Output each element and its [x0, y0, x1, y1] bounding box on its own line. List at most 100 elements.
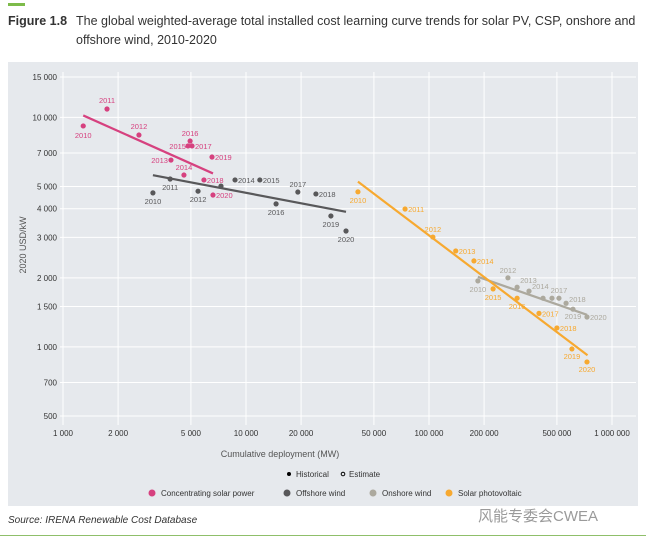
offshore-wind-point-label: 2014: [238, 176, 255, 185]
onshore-wind-point: [514, 284, 520, 290]
legend-swatch-icon: [369, 489, 377, 497]
concentrating-solar-power-point-label: 2010: [75, 131, 92, 140]
onshore-wind-point: [505, 275, 511, 281]
solar-photovoltaic-point-label: 2014: [477, 257, 494, 266]
legend-historical: Historical: [296, 470, 329, 479]
y-tick-label: 15 000: [33, 73, 58, 82]
y-tick-label: 2 000: [37, 274, 58, 283]
y-tick-label: 3 000: [37, 233, 58, 242]
x-tick-label: 100 000: [415, 429, 444, 438]
y-tick-label: 1 500: [37, 303, 58, 312]
offshore-wind-point-label: 2018: [319, 190, 336, 199]
onshore-wind-point-label: 2019: [565, 312, 582, 321]
offshore-wind-point-label: 2016: [268, 208, 285, 217]
onshore-wind-point: [549, 295, 555, 301]
onshore-wind-point-label: 2020: [590, 313, 607, 322]
offshore-wind-point: [343, 228, 349, 234]
solar-photovoltaic-point: [554, 325, 560, 331]
offshore-wind-point: [167, 176, 173, 182]
x-axis-label: Cumulative deployment (MW): [221, 449, 340, 459]
offshore-wind-point-label: 2012: [190, 195, 207, 204]
concentrating-solar-power-point-label: 2013: [151, 156, 168, 165]
y-tick-label: 5 000: [37, 183, 58, 192]
estimate-marker-icon: [340, 471, 346, 477]
offshore-wind-point-label: 2010: [145, 197, 162, 206]
concentrating-solar-power-point: [209, 154, 215, 160]
concentrating-solar-power-point-label: 2019: [215, 153, 232, 162]
offshore-wind-point-label: 2019: [323, 220, 340, 229]
concentrating-solar-power-trendline: [82, 114, 214, 175]
concentrating-solar-power-point-label: 2020: [216, 191, 233, 200]
onshore-wind-trendline: [477, 275, 588, 316]
solar-photovoltaic-point: [402, 206, 408, 212]
offshore-wind-point: [195, 188, 201, 194]
solar-photovoltaic-point: [490, 286, 496, 292]
figure-title-text: The global weighted-average total instal…: [76, 14, 636, 47]
legend-item: Offshore wind: [296, 489, 345, 498]
concentrating-solar-power-point-label: 2016: [182, 129, 199, 138]
concentrating-solar-power-point: [185, 143, 191, 149]
y-tick-label: 7 000: [37, 149, 58, 158]
onshore-wind-point-label: 2018: [569, 295, 586, 304]
x-tick-label: 5 000: [181, 429, 202, 438]
offshore-wind-point: [232, 177, 238, 183]
offshore-wind-point-label: 2011: [162, 183, 178, 192]
solar-photovoltaic-point: [514, 295, 520, 301]
concentrating-solar-power-point-label: 2014: [176, 163, 193, 172]
legend-item: Solar photovoltaic: [458, 489, 522, 498]
onshore-wind-point: [556, 295, 562, 301]
solar-photovoltaic-point: [584, 359, 590, 365]
offshore-wind-point: [257, 177, 263, 183]
onshore-wind-point-label: 2013: [520, 276, 537, 285]
solar-photovoltaic-point: [536, 310, 542, 316]
concentrating-solar-power-point: [136, 132, 142, 138]
solar-photovoltaic-point-label: 2012: [425, 225, 442, 234]
chart-panel: [8, 62, 638, 506]
solar-photovoltaic-trendline: [357, 180, 589, 357]
offshore-wind-point-label: 2017: [290, 180, 307, 189]
bottom-rule: [0, 535, 646, 536]
historical-marker-icon: [287, 472, 291, 476]
legend-swatch-icon: [283, 489, 291, 497]
accent-bar: [8, 3, 25, 6]
concentrating-solar-power-point-label: 2012: [131, 122, 148, 131]
solar-photovoltaic-point-label: 2017: [542, 309, 559, 318]
x-tick-label: 1 000 000: [594, 429, 630, 438]
solar-photovoltaic-point: [355, 189, 361, 195]
offshore-wind-trendline: [152, 174, 347, 213]
solar-photovoltaic-point-label: 2015: [485, 293, 502, 302]
onshore-wind-point: [570, 306, 576, 312]
legend-item: Onshore wind: [382, 489, 431, 498]
x-tick-label: 2 000: [108, 429, 129, 438]
figure-title: Figure 1.8 The global weighted-average t…: [8, 12, 638, 50]
x-tick-label: 500 000: [542, 429, 571, 438]
x-tick-label: 1 000: [53, 429, 74, 438]
solar-photovoltaic-point-label: 2018: [560, 324, 577, 333]
concentrating-solar-power-point: [104, 106, 110, 112]
concentrating-solar-power-point: [80, 123, 86, 129]
solar-photovoltaic-point: [471, 258, 477, 264]
solar-photovoltaic-point-label: 2013: [459, 247, 476, 256]
offshore-wind-point: [295, 189, 301, 195]
concentrating-solar-power-point: [189, 143, 195, 149]
onshore-wind-point: [563, 300, 569, 306]
concentrating-solar-power-point: [168, 157, 174, 163]
y-tick-label: 4 000: [37, 205, 58, 214]
onshore-wind-point: [526, 288, 532, 294]
solar-photovoltaic-point: [430, 234, 436, 240]
solar-photovoltaic-point-label: 2016: [509, 302, 526, 311]
solar-photovoltaic-point: [569, 346, 575, 352]
legend-estimate: Estimate: [349, 470, 381, 479]
x-tick-label: 10 000: [234, 429, 259, 438]
solar-photovoltaic-point-label: 2020: [579, 365, 596, 374]
concentrating-solar-power-point: [210, 192, 216, 198]
x-tick-label: 200 000: [470, 429, 499, 438]
y-tick-label: 10 000: [33, 113, 58, 122]
y-tick-label: 1 000: [37, 343, 58, 352]
x-tick-label: 20 000: [289, 429, 314, 438]
legend-item: Concentrating solar power: [161, 489, 255, 498]
onshore-wind-point: [540, 295, 546, 301]
x-tick-label: 50 000: [362, 429, 387, 438]
offshore-wind-point: [328, 213, 334, 219]
